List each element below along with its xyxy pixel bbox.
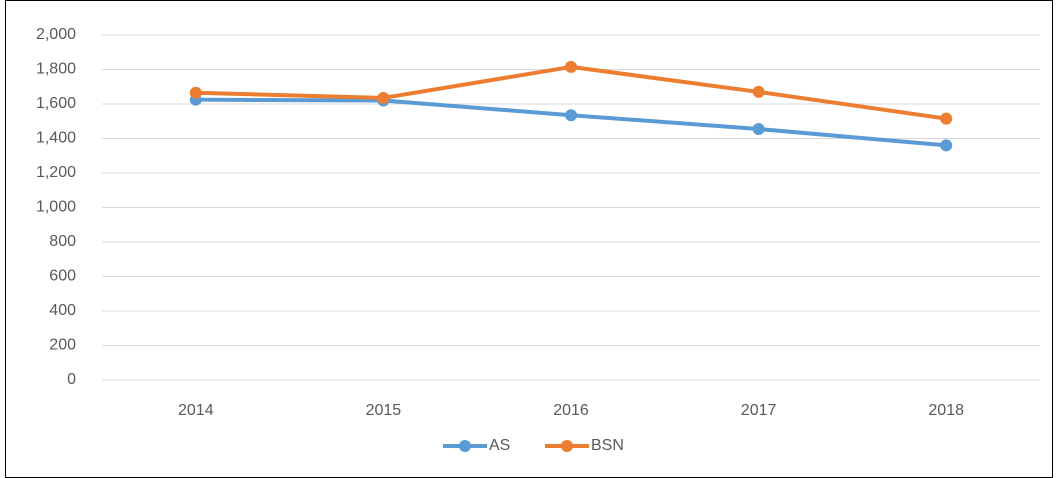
- y-tick-label: 1,000: [36, 199, 76, 216]
- marker: [189, 86, 202, 99]
- y-tick-label: 800: [49, 233, 76, 250]
- legend-marker: [459, 440, 471, 452]
- y-tick-label: 1,800: [36, 61, 76, 78]
- legend-marker: [561, 440, 573, 452]
- y-tick-label: 1,200: [36, 164, 76, 181]
- y-tick-label: 1,600: [36, 95, 76, 112]
- marker: [752, 123, 765, 136]
- chart-border: [5, 0, 1053, 478]
- marker: [565, 60, 577, 73]
- marker: [940, 112, 953, 125]
- x-tick-label: 2014: [178, 402, 214, 419]
- y-tick-label: 400: [49, 302, 76, 319]
- y-tick-label: 2,000: [36, 26, 76, 43]
- marker: [377, 91, 390, 104]
- x-tick-label: 2017: [741, 402, 777, 419]
- legend-label: BSN: [591, 437, 624, 454]
- marker: [940, 139, 953, 152]
- legend-label: AS: [489, 437, 510, 454]
- marker: [752, 85, 765, 98]
- y-tick-label: 200: [49, 337, 76, 354]
- marker: [565, 109, 577, 122]
- x-tick-label: 2018: [928, 402, 964, 419]
- x-tick-label: 2015: [366, 402, 402, 419]
- y-tick-label: 0: [67, 371, 76, 388]
- y-tick-label: 1,400: [36, 130, 76, 147]
- x-tick-label: 2016: [553, 402, 589, 419]
- y-tick-label: 600: [49, 268, 76, 285]
